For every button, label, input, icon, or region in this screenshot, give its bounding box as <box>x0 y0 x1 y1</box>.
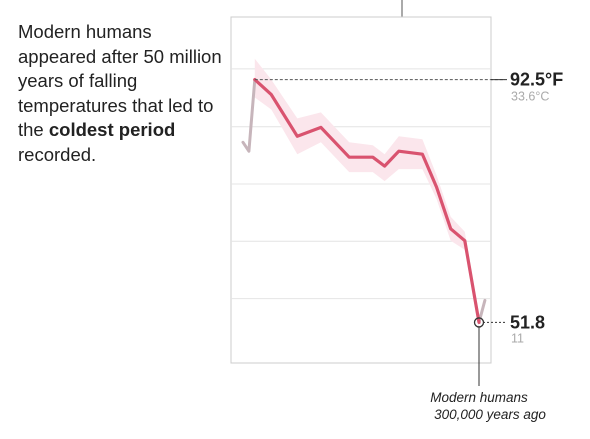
callout-max-label: 92.5°F <box>510 70 563 90</box>
chart-annotation: Modern humans appeared after 50 million … <box>18 20 223 167</box>
plot-frame <box>230 16 492 364</box>
gridlines <box>231 68 491 300</box>
note-line-2: 300,000 years ago <box>434 407 546 422</box>
callouts: 92.5°F33.6°C 51.811 <box>254 70 563 345</box>
callout-max-sub: 33.6°C <box>511 90 549 104</box>
annotation-end: recorded. <box>18 143 97 165</box>
callout-min-sub: 11 <box>511 331 524 345</box>
annotation-bold: coldest period <box>48 119 176 140</box>
annotation-text: Modern humans appeared after 50 million … <box>18 21 222 140</box>
end-point-marker <box>473 317 485 328</box>
grey-start-line <box>241 78 257 153</box>
callout-min-label: 51.8 <box>510 312 545 332</box>
temperature-line <box>253 78 481 324</box>
uncertainty-band <box>254 58 479 331</box>
note-line-1: Modern humans <box>430 390 528 405</box>
